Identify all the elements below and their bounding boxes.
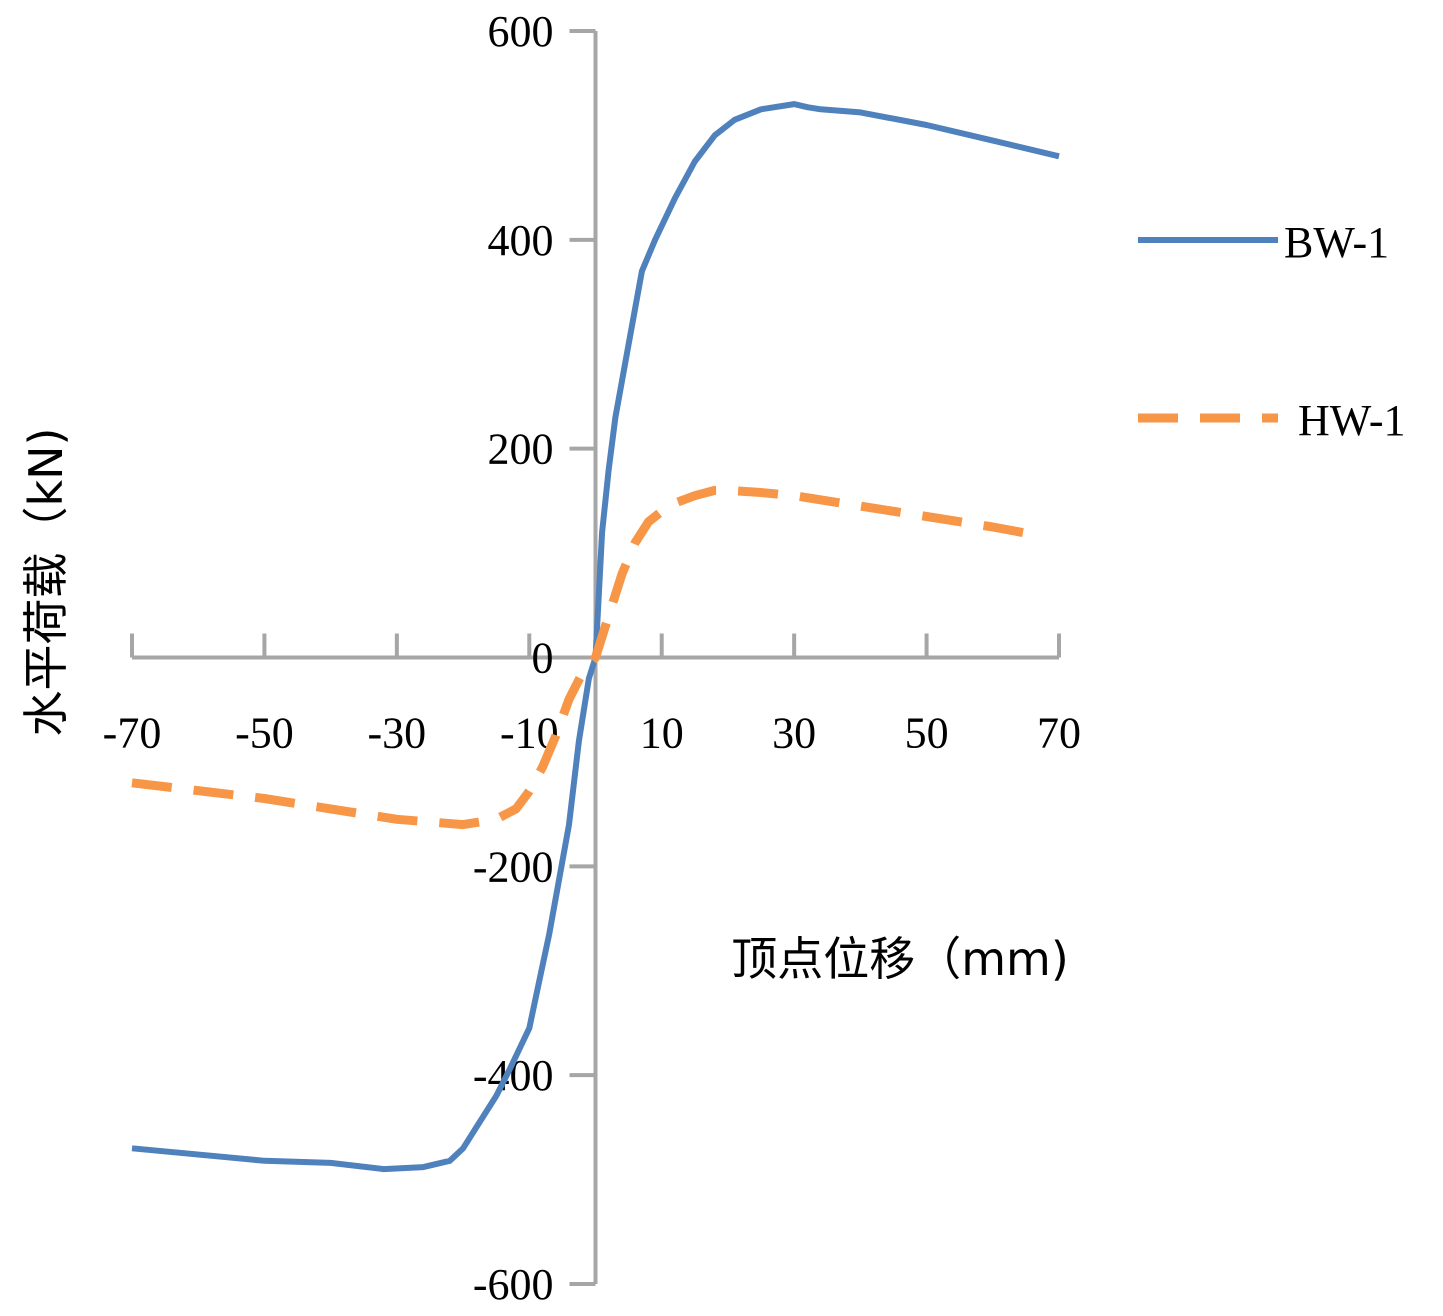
y-tick-label: 200 xyxy=(488,425,554,474)
y-axis-title: 水平荷载（kN) xyxy=(19,428,73,737)
y-tick-label: 0 xyxy=(532,634,554,683)
y-tick-label: -200 xyxy=(473,842,554,891)
x-axis-title: 顶点位移（mm) xyxy=(731,932,1069,986)
legend: BW-1 HW-1 xyxy=(1138,218,1406,445)
x-tick-label: -50 xyxy=(235,709,294,758)
x-tick-label: 50 xyxy=(905,709,949,758)
y-tick-label: 600 xyxy=(488,7,554,56)
plot-area xyxy=(131,101,1060,1173)
series-line-bw-1 xyxy=(131,101,1060,1173)
x-tick-label: -70 xyxy=(103,709,162,758)
x-tick-label: 30 xyxy=(772,709,816,758)
legend-label-bw-1: BW-1 xyxy=(1284,218,1389,267)
x-tick-label: 10 xyxy=(640,709,684,758)
x-tick-label: -30 xyxy=(368,709,427,758)
series-line-hw-1 xyxy=(131,485,1034,830)
legend-label-hw-1: HW-1 xyxy=(1298,396,1406,445)
y-tick-label: -600 xyxy=(473,1260,554,1309)
y-tick-label: 400 xyxy=(488,216,554,265)
x-tick-label: 70 xyxy=(1037,709,1081,758)
